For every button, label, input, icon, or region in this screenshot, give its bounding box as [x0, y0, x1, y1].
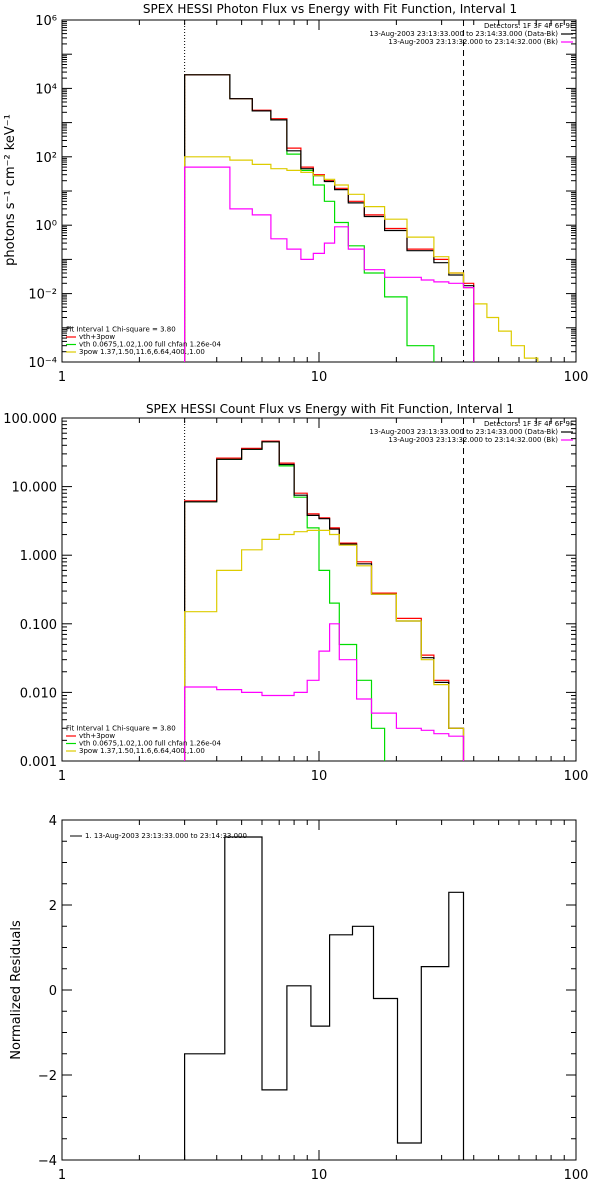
legend-entry: vth+3pow — [79, 333, 115, 341]
series-line-4 — [184, 623, 465, 761]
panel2-plot-frame — [61, 417, 577, 762]
series-line-3 — [184, 529, 465, 761]
legend-entry: Fit Interval 1 Chi-square = 3.80 — [66, 725, 176, 733]
panel3-plot-area: 1 10 100 −4 −2 0 2 4 1. 13-Aug-2003 23:13:33.000… — [38, 814, 589, 1183]
series-line-1 — [184, 74, 475, 362]
x-tick-label: 10 — [311, 769, 328, 784]
y-tick-label: 1.000 — [20, 549, 57, 564]
series-group — [184, 440, 465, 761]
legend-entry: 13-Aug-2003 23:13:32.000 to 23:14:32.000… — [388, 38, 558, 46]
panel3-ylabel: Normalized Residuals — [9, 920, 24, 1060]
x-tick-label: 1 — [58, 1168, 66, 1183]
y-tick-label: 100.000 — [3, 412, 57, 427]
legend-entry: 13-Aug-2003 23:13:33.000 to 23:14:33.000… — [369, 428, 558, 436]
legend-entry: Fit Interval 1 Chi-square = 3.80 — [66, 326, 176, 334]
series-line-0 — [184, 74, 435, 362]
series-line-0 — [184, 836, 465, 1160]
y-tick-label: 10⁰ — [35, 219, 57, 234]
y-tick-label: 10⁻² — [28, 288, 57, 303]
y-tick-label: 4 — [49, 814, 57, 829]
legend-entry: 13-Aug-2003 23:13:33.000 to 23:14:33.000… — [369, 30, 558, 38]
legend-entry: vth 0.0675,1.02,1.00 full chfan 1.26e-04 — [79, 341, 221, 349]
panel2-title: SPEX HESSI Count Flux vs Energy with Fit… — [146, 402, 514, 416]
y-tick-label: −2 — [38, 1069, 57, 1084]
y-tick-label: 0.100 — [20, 618, 57, 633]
panel1-title: SPEX HESSI Photon Flux vs Energy with Fi… — [143, 2, 517, 16]
x-tick-label: 100 — [564, 769, 589, 784]
x-tick-label: 100 — [564, 370, 589, 385]
y-tick-label: 10⁶ — [35, 14, 57, 29]
y-tick-label: 0.010 — [20, 686, 57, 701]
y-tick-label: 10.000 — [12, 481, 58, 496]
legend-entry: Detectors: 1F 3F 4F 6F 9F — [484, 22, 574, 30]
series-line-3 — [184, 156, 539, 362]
legend-entry: vth 0.0675,1.02,1.00 full chfan 1.26e-04 — [79, 740, 221, 748]
series-line-4 — [184, 166, 475, 362]
x-tick-label: 100 — [564, 1168, 589, 1183]
y-tick-label: −4 — [38, 1154, 57, 1169]
series-line-2 — [184, 74, 475, 362]
panel2-plot-area: 1 10 100 0.001 0.010 0.100 1.000 10.000 100.000 D… — [3, 412, 588, 784]
legend-entry: Detectors: 1F 3F 4F 6F 9F — [484, 420, 574, 428]
legend-entry: 3pow 1.37,1.50,11.6,6.64,400.,1.00 — [79, 747, 205, 755]
y-tick-label: 10² — [35, 151, 57, 166]
legend-entry: 13-Aug-2003 23:13:32.000 to 23:14:32.000… — [388, 436, 558, 444]
x-tick-label: 1 — [58, 769, 66, 784]
x-tick-label: 1 — [58, 370, 66, 385]
series-line-2 — [184, 441, 465, 761]
series-group — [184, 836, 465, 1160]
legend-entry: vth+3pow — [79, 732, 115, 740]
y-tick-label: 2 — [49, 899, 57, 914]
series-line-1 — [184, 440, 465, 761]
panel1-ylabel: photons s⁻¹ cm⁻² keV⁻¹ — [3, 114, 18, 266]
series-group — [184, 74, 539, 362]
y-tick-label: 0 — [49, 984, 57, 999]
x-tick-label: 10 — [311, 1168, 328, 1183]
y-tick-label: 0.001 — [20, 755, 57, 770]
legend-entry: 1. 13-Aug-2003 23:13:33.000 to 23:14:33.… — [85, 832, 247, 840]
y-tick-label: 10⁴ — [35, 82, 57, 97]
legend-entry: 3pow 1.37,1.50,11.6,6.64,400.,1.00 — [79, 348, 205, 356]
panel3-plot-frame — [61, 819, 577, 1161]
panel1-plot-frame — [61, 19, 577, 363]
panel1-ylabel-group: photons s⁻¹ cm⁻² keV⁻¹ — [3, 114, 18, 266]
y-tick-label: 10⁻⁴ — [28, 356, 57, 371]
x-tick-label: 10 — [311, 370, 328, 385]
panel1-plot-area: 1 10 100 10⁻⁴ 10⁻² 10⁰ 10² 10⁴ 10⁶ Detectors: 1F … — [28, 14, 589, 385]
